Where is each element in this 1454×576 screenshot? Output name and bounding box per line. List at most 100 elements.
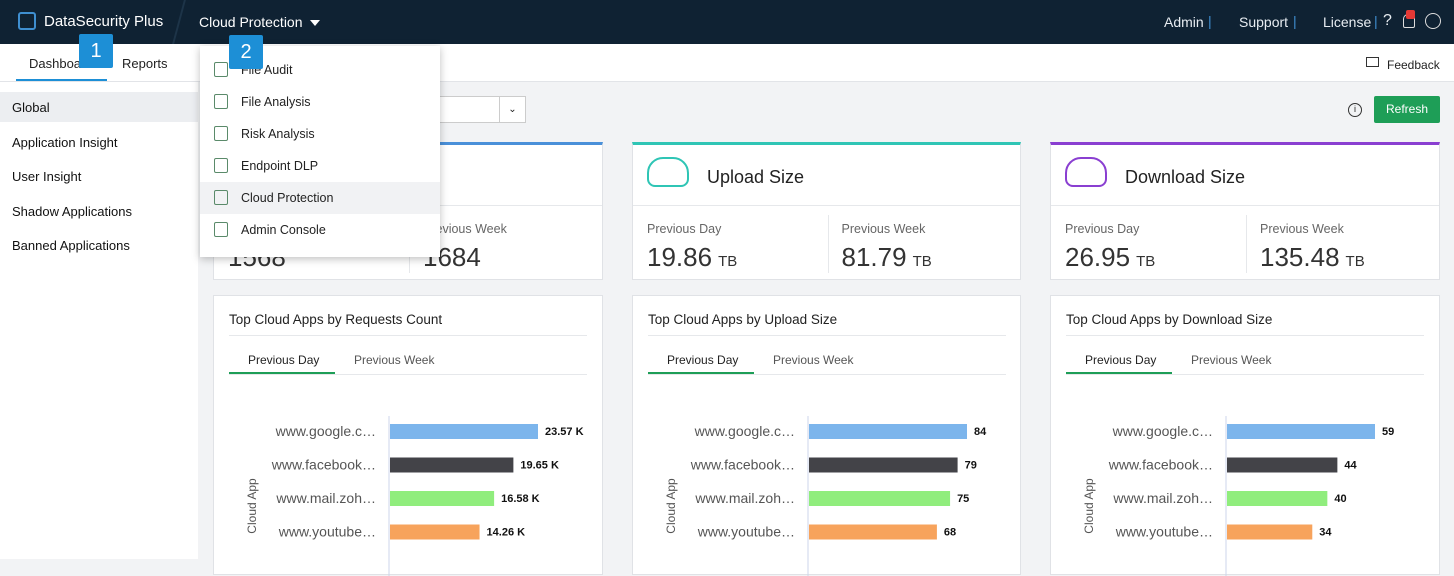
feedback-icon <box>1366 57 1379 67</box>
sidebar-item[interactable]: Shadow Applications <box>12 203 132 219</box>
select-chevron: ⌄ <box>499 97 525 122</box>
category-label: www.mail.zoh… <box>694 490 795 506</box>
tab-reports[interactable]: Reports <box>122 56 168 71</box>
divider <box>827 215 829 273</box>
category-label: www.mail.zoh… <box>1112 490 1213 506</box>
value-label: 16.58 K <box>501 493 540 505</box>
stat-label: Previous Day <box>647 222 722 236</box>
sidebar-item[interactable]: Application Insight <box>12 134 118 150</box>
stat-label: Previous Week <box>841 222 926 236</box>
bar-chart: Cloud App www.google.c… 23.57 K www.faceboo… <box>245 416 584 576</box>
product-switcher[interactable]: Cloud Protection <box>199 14 303 30</box>
menu-item[interactable]: Risk Analysis <box>200 118 440 150</box>
value-label: 23.57 K <box>545 426 584 438</box>
menu-item[interactable]: Endpoint DLP <box>200 150 440 182</box>
bar[interactable] <box>390 457 514 473</box>
sidebar-item[interactable]: User Insight <box>12 169 82 184</box>
value-label: 34 <box>1319 527 1332 539</box>
chart-title: Top Cloud Apps by Download Size <box>1066 312 1273 327</box>
stat-value: 19.86 TB <box>647 242 737 273</box>
category-label: www.youtube… <box>278 524 376 540</box>
divider <box>229 335 587 336</box>
chart-panel: Top Cloud Apps by Upload Size Previous Da… <box>632 295 1021 576</box>
divider <box>1246 215 1247 273</box>
chart-tab[interactable]: Previous Day <box>1085 353 1157 367</box>
menu-label: Admin Console <box>241 223 326 237</box>
card-title: Download Size <box>1125 167 1246 187</box>
separator: | <box>1293 13 1297 29</box>
value-label: 79 <box>965 460 977 472</box>
separator: | <box>1208 13 1212 29</box>
value-label: 19.65 K <box>520 460 559 472</box>
stat-label: Previous Day <box>1065 222 1140 236</box>
callout: 1 <box>79 34 113 68</box>
value-label: 44 <box>1344 460 1357 472</box>
bar[interactable] <box>809 424 967 439</box>
chart-tab[interactable]: Previous Week <box>773 353 854 367</box>
tab-underline <box>648 372 754 374</box>
brand[interactable]: DataSecurity Plus <box>44 13 164 30</box>
chart-tab[interactable]: Previous Week <box>354 353 435 367</box>
bar[interactable] <box>390 424 538 439</box>
refresh-button[interactable]: Refresh <box>1374 96 1440 123</box>
chart-tab[interactable]: Previous Day <box>248 353 320 367</box>
feedback[interactable]: Feedback <box>1387 58 1440 72</box>
menu-icon <box>214 62 228 77</box>
card-icon <box>647 157 689 187</box>
top-bar: DataSecurity Plus Cloud Protection Admin… <box>0 0 1454 44</box>
menu-item[interactable]: Admin Console <box>200 214 440 246</box>
bar[interactable] <box>809 457 958 473</box>
chart-title: Top Cloud Apps by Requests Count <box>229 312 443 327</box>
support-link[interactable]: Support <box>1239 14 1289 30</box>
chart-tab[interactable]: Previous Day <box>667 353 739 367</box>
stat-unit: TB <box>912 253 932 270</box>
help[interactable]: ? <box>1383 12 1392 29</box>
divider <box>1066 335 1424 336</box>
admin-link[interactable]: Admin <box>1164 14 1204 30</box>
info-icon[interactable]: i <box>1348 103 1362 117</box>
menu-item[interactable]: File Analysis <box>200 86 440 118</box>
axis-title: Cloud App <box>1082 478 1096 534</box>
chart-tab[interactable]: Previous Week <box>1191 353 1272 367</box>
bar[interactable] <box>390 491 495 506</box>
bar[interactable] <box>390 524 480 540</box>
sidebar-item[interactable]: Global <box>0 92 198 122</box>
axis-title: Cloud App <box>664 478 678 534</box>
brand-icon <box>18 12 36 30</box>
user-icon[interactable] <box>1425 13 1441 29</box>
bar[interactable] <box>1227 457 1338 473</box>
stat-label: Previous Week <box>423 222 507 236</box>
stat-value: 81.79 TB <box>842 242 932 273</box>
bar[interactable] <box>1227 424 1375 439</box>
divider <box>1066 374 1424 375</box>
tab-underline <box>1066 372 1172 374</box>
menu-item[interactable]: Cloud Protection <box>200 182 440 214</box>
bar[interactable] <box>809 491 951 506</box>
category-label: www.mail.zoh… <box>275 490 376 506</box>
caret <box>310 20 320 31</box>
stat-number: 81.79 <box>841 242 907 272</box>
divider <box>1051 205 1439 206</box>
bar[interactable] <box>1227 491 1328 506</box>
menu-icon <box>214 190 228 205</box>
tab-underline <box>16 79 107 81</box>
stat-value: 135.48 TB <box>1260 242 1365 273</box>
license-link[interactable]: License <box>1323 14 1372 30</box>
menu-icon <box>214 94 228 109</box>
sidebar-item[interactable]: Banned Applications <box>12 238 130 253</box>
stat-unit: TB <box>1136 253 1156 270</box>
value-label: 59 <box>1382 426 1394 438</box>
divider <box>633 205 1020 206</box>
sidebar: Global Application Insight User Insight Sha… <box>0 82 198 559</box>
chart-panel: Top Cloud Apps by Download Size Previous … <box>1050 295 1440 576</box>
category-label: www.google.c… <box>275 423 376 439</box>
bar[interactable] <box>1227 524 1313 540</box>
stat-label: Previous Week <box>1260 222 1344 236</box>
separator: | <box>1374 13 1378 29</box>
bar[interactable] <box>809 524 937 540</box>
product-menu: File Audit File Analysis Risk Analysis Endp… <box>200 46 440 257</box>
card-title: Upload Size <box>707 167 805 187</box>
axis-title: Cloud App <box>245 478 259 534</box>
tab-dashboard[interactable]: Dashboard <box>29 56 93 71</box>
